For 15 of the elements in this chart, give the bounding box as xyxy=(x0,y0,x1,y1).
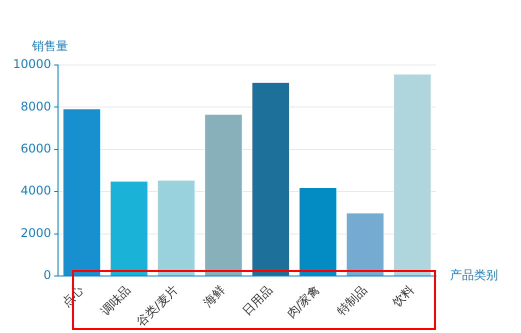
y-tick-label: 2000 xyxy=(20,226,52,240)
y-tick-label: 8000 xyxy=(20,99,52,114)
y-tick-label: 4000 xyxy=(20,184,52,198)
x-tick-label: 日用品 xyxy=(240,282,276,318)
y-tick-label: 6000 xyxy=(20,142,52,156)
x-tick-label: 特制品 xyxy=(334,282,370,318)
y-tick-label: 10000 xyxy=(12,57,52,72)
x-tick-label: 饮料 xyxy=(389,282,417,310)
y-tick-label: 0 xyxy=(44,268,52,282)
x-axis-title: 产品类别 xyxy=(450,268,498,282)
x-tick-label: 调味品 xyxy=(98,282,134,318)
x-tick-label: 海鲜 xyxy=(200,282,228,310)
y-axis-title: 销售量 xyxy=(31,39,68,54)
x-tick-label: 肉/家禽 xyxy=(284,282,322,321)
x-tick-label: 谷类/麦片 xyxy=(134,282,181,330)
